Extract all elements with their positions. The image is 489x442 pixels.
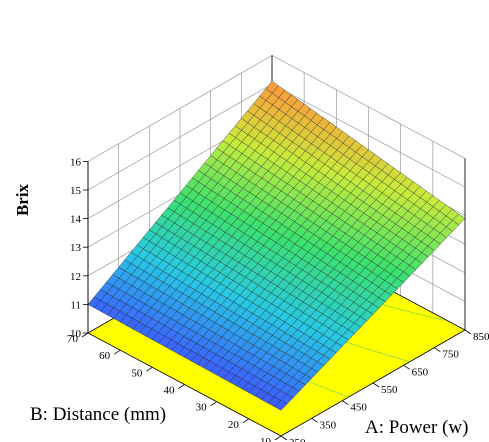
y-tick: [146, 367, 153, 372]
z-tick-label: 12: [70, 271, 81, 283]
y-tick: [274, 435, 282, 441]
x-tick-label: 250: [289, 437, 306, 442]
z-axis-title: Brix: [13, 183, 32, 216]
x-tick-label: 350: [320, 419, 337, 431]
y-tick-label: 70: [67, 333, 79, 345]
x-tick-label: 750: [442, 349, 459, 361]
z-tick-label: 10: [70, 328, 82, 340]
x-tick: [311, 418, 318, 423]
y-tick: [242, 418, 250, 424]
y-tick-label: 10: [260, 436, 272, 442]
x-tick: [434, 347, 441, 352]
y-tick: [210, 401, 217, 406]
z-tick-label: 14: [70, 214, 82, 226]
response-surface: [87, 80, 466, 411]
x-tick: [280, 435, 288, 441]
y-axis-title: B: Distance (mm): [30, 404, 166, 425]
x-tick: [464, 329, 472, 335]
x-axis-title: A: Power (w): [365, 417, 468, 438]
y-tick-label: 50: [131, 367, 143, 379]
surface-cell: [452, 213, 466, 226]
z-tick-label: 15: [70, 185, 82, 197]
y-tick: [113, 349, 121, 355]
x-tick-label: 650: [412, 366, 429, 378]
x-tick-label: 450: [350, 402, 367, 414]
z-tick-label: 13: [70, 242, 82, 254]
y-tick-label: 30: [196, 402, 208, 414]
y-tick: [81, 332, 89, 338]
x-tick: [372, 382, 380, 388]
axis-ticks: 10 11 12 13 14 15 16 10 20 30 40 50 60 70 250 350 450 550…: [67, 156, 489, 442]
y-tick-label: 40: [164, 385, 176, 397]
x-tick: [342, 400, 349, 405]
x-tick-label: 850: [473, 331, 489, 343]
y-tick: [178, 384, 185, 389]
x-tick-label: 550: [381, 384, 398, 396]
x-tick: [403, 365, 410, 370]
z-tick-label: 11: [70, 299, 81, 311]
y-tick-label: 20: [228, 419, 240, 431]
z-tick-label: 16: [70, 156, 82, 168]
y-tick-label: 60: [99, 350, 111, 362]
